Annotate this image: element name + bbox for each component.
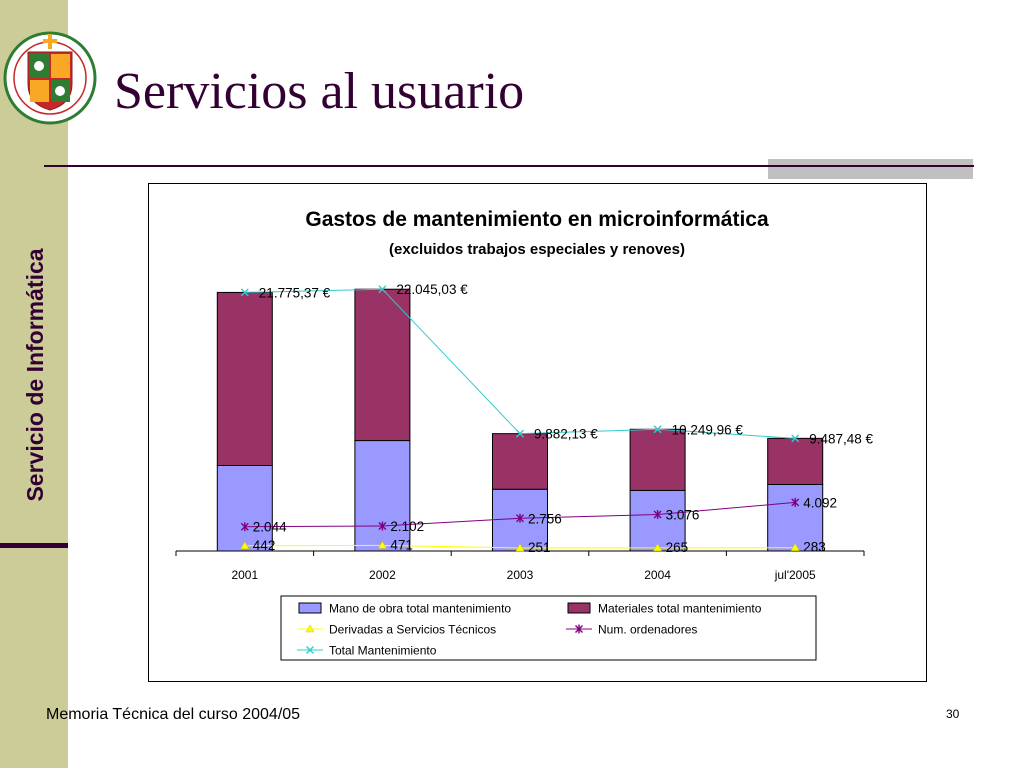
marker-total-mantenimiento-jul-2005 [791,434,800,443]
data-label-num-ordenadores-2004: 3.076 [666,507,700,522]
x-tick-label-2001: 2001 [231,568,258,582]
x-tick-label-2003: 2003 [507,568,534,582]
legend-swatch-materiales-total-mantenimiento [567,602,591,614]
data-label-num-ordenadores-2003: 2.756 [528,511,562,526]
data-label-num-ordenadores-2001: 2.044 [253,520,287,535]
marker-total-mantenimiento-2003-stroke [516,429,524,438]
marker-derivadas-a-servicios-t-cnicos-2001 [240,541,250,550]
data-label-derivadas-a-servicios-t-cnicos-2001: 442 [253,538,276,553]
chart-subtitle: (excluidos trabajos especiales y renoves… [389,241,685,258]
data-label-total-mantenimiento-2001: 21.775,37 € [259,285,331,300]
marker-num-ordenadores-2002 [378,521,387,531]
marker-num-ordenadores-2001 [240,522,249,532]
bar-materiales-total-mantenimiento-2001 [216,291,273,466]
legend-swatch-mano-de-obra-total-mantenimiento [298,602,322,614]
data-label-derivadas-a-servicios-t-cnicos-2004: 265 [666,540,689,555]
plot-area: 2001 2002 2003 2004 jul'2005 442 471 251 265 283 2… [175,282,874,582]
legend-label-derivadas-a-servicios-t-cnicos: Derivadas a Servicios Técnicos [329,623,496,637]
marker-total-mantenimiento-jul-2005-stroke [791,434,800,443]
data-label-total-mantenimiento-jul-2005: 9.487,48 € [809,431,873,446]
marker-derivadas-a-servicios-t-cnicos-2003 [515,543,525,552]
data-label-derivadas-a-servicios-t-cnicos-2003: 251 [528,540,551,555]
bar-materiales-total-mantenimiento-2004 [629,428,686,491]
footer-text: Memoria Técnica del curso 2004/05 [46,706,301,723]
marker-derivadas-a-servicios-t-cnicos-2002 [377,540,387,549]
marker-num-ordenadores-2004 [653,509,662,519]
series-line-total-mantenimiento [244,288,796,439]
bar-materiales-total-mantenimiento-2002 [354,288,411,442]
title-divider-accent [768,159,973,179]
legend-marker-num-ordenadores [575,624,583,634]
sidebar-accent-stripe [0,543,68,548]
marker-num-ordenadores-2003 [516,513,524,523]
data-label-num-ordenadores-jul-2005: 4.092 [803,495,837,510]
legend-marker-total-mantenimiento-stroke [306,646,314,654]
chart-title: Gastos de mantenimiento en microinformát… [305,208,769,231]
bar-mano-de-obra-total-mantenimiento-2001 [216,465,273,552]
marker-derivadas-a-servicios-t-cnicos-2004 [653,543,663,552]
sidebar-label: Servicio de Informática [22,248,48,502]
marker-total-mantenimiento-2002-stroke [378,285,387,294]
chart-frame: Gastos de mantenimiento en microinformát… [148,183,927,682]
x-tick-label-jul-2005: jul'2005 [774,568,816,582]
x-tick-label-2002: 2002 [369,568,396,582]
data-label-total-mantenimiento-2004: 10.249,96 € [672,422,744,437]
data-label-num-ordenadores-2002: 2.102 [390,519,424,534]
maintenance-costs-chart: Gastos de mantenimiento en microinformát… [175,208,874,661]
chart-legend: Mano de obra total mantenimiento Material… [280,595,817,661]
legend-label-mano-de-obra-total-mantenimiento: Mano de obra total mantenimiento [329,602,511,616]
sidebar-band [0,0,68,768]
marker-total-mantenimiento-2001-stroke [240,288,249,297]
data-label-total-mantenimiento-2003: 9.882,13 € [534,427,598,442]
bar-materiales-total-mantenimiento-jul-2005 [767,437,824,486]
marker-total-mantenimiento-2004 [653,425,662,434]
bar-materiales-total-mantenimiento-2003 [492,433,548,490]
university-seal-logo [3,31,97,125]
legend-label-materiales-total-mantenimiento: Materiales total mantenimiento [598,602,762,616]
legend-marker-derivadas-a-servicios-t-cnicos [305,624,315,633]
data-label-derivadas-a-servicios-t-cnicos-jul-2005: 283 [803,540,826,555]
page-number: 30 [946,707,960,721]
title-divider [44,165,974,167]
bar-mano-de-obra-total-mantenimiento-2004 [629,489,686,552]
marker-total-mantenimiento-2002 [378,285,387,294]
slide-title: Servicios al usuario [114,63,525,120]
data-label-derivadas-a-servicios-t-cnicos-2002: 471 [390,537,413,552]
legend-box [280,595,817,661]
legend-label-num-ordenadores: Num. ordenadores [598,623,697,637]
marker-num-ordenadores-jul-2005 [791,497,800,507]
x-tick-label-2004: 2004 [644,568,671,582]
data-label-total-mantenimiento-2002: 22.045,03 € [396,282,468,297]
legend-label-total-mantenimiento: Total Mantenimiento [329,644,437,658]
legend-marker-total-mantenimiento [306,646,314,654]
marker-total-mantenimiento-2001 [240,288,249,297]
title-divider-accent-line [768,165,973,167]
bar-mano-de-obra-total-mantenimiento-2002 [354,440,411,552]
marker-derivadas-a-servicios-t-cnicos-jul-2005 [790,543,800,551]
marker-total-mantenimiento-2004-stroke [653,425,662,434]
marker-total-mantenimiento-2003 [516,429,524,438]
